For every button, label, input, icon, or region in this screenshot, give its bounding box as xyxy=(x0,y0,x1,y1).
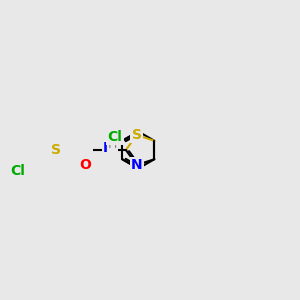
Text: Cl: Cl xyxy=(10,164,25,178)
Text: Cl: Cl xyxy=(108,130,123,144)
Text: O: O xyxy=(79,158,91,172)
Text: N: N xyxy=(131,158,142,172)
Text: H: H xyxy=(108,138,117,152)
Text: N: N xyxy=(103,140,114,154)
Text: S: S xyxy=(132,128,142,142)
Text: S: S xyxy=(51,143,61,157)
